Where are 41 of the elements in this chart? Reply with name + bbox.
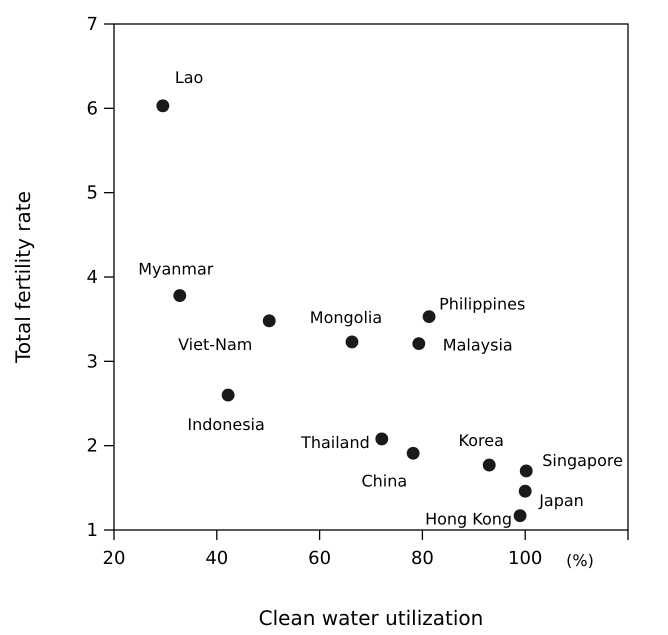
- annotation: Singapore: [542, 450, 623, 470]
- point: [482, 458, 496, 472]
- point: [514, 509, 526, 522]
- annotation: Indonesia: [187, 415, 265, 434]
- annotation: China: [361, 471, 408, 490]
- annotation: Lao: [174, 68, 204, 87]
- point: [520, 464, 533, 478]
- point: [422, 310, 436, 324]
- y-tick-label: 6: [86, 98, 98, 120]
- y-tick-label: 3: [86, 351, 98, 372]
- annotation: Viet-Nam: [178, 334, 252, 354]
- x-tick-label: 20: [102, 548, 126, 569]
- point: [262, 314, 276, 328]
- annotation: Malaysia: [442, 336, 513, 355]
- y-tick-label: 7: [86, 14, 98, 35]
- text: (%): [566, 551, 594, 570]
- x-tick-label: 80: [410, 548, 434, 569]
- point: [346, 336, 358, 348]
- point: [406, 446, 420, 460]
- annotation: Mongolia: [310, 308, 382, 327]
- x-axis-title: Clean water utilization: [258, 606, 484, 630]
- x-tick-label: 60: [308, 548, 332, 569]
- point: [518, 484, 532, 498]
- y-axis-title: Total fertility rate: [11, 191, 35, 364]
- annotation: Myanmar: [138, 260, 214, 279]
- y-tick-label: 1: [86, 520, 98, 541]
- point: [156, 99, 170, 112]
- annotation: Thailand: [300, 432, 370, 452]
- point: [173, 289, 186, 302]
- y-tick-label: 5: [86, 182, 98, 204]
- point: [412, 337, 426, 350]
- x-tick-label: 40: [205, 548, 228, 569]
- point: [222, 388, 235, 402]
- annotation: Philippines: [439, 294, 526, 314]
- point: [375, 432, 388, 446]
- annotation: Japan: [538, 491, 584, 510]
- annotation: Hong Kong: [425, 510, 512, 529]
- x-tick-label: 100: [508, 548, 542, 569]
- y-tick-label: 4: [86, 267, 98, 288]
- y-tick-label: 2: [86, 436, 98, 457]
- annotation: Korea: [458, 431, 504, 450]
